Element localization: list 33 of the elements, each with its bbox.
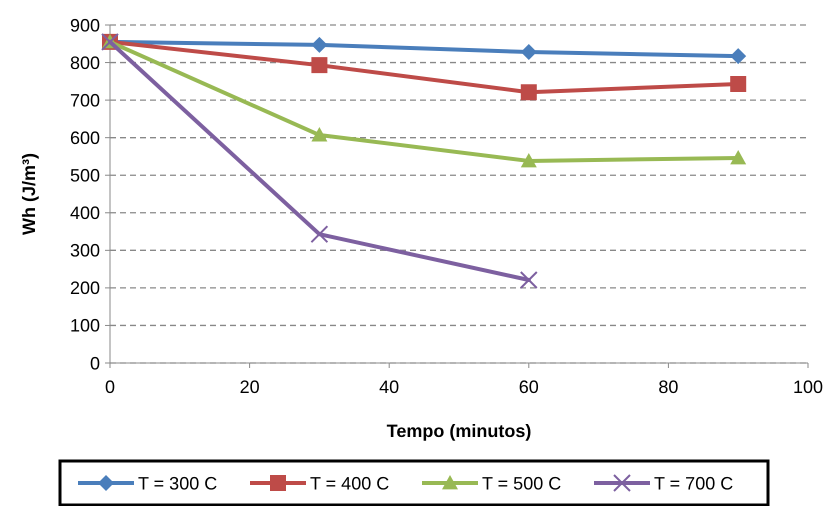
- point: [520, 84, 537, 100]
- y-tick-label: 600: [70, 128, 100, 148]
- y-axis-title: Wh (J/m³): [19, 153, 39, 235]
- legend-label: T = 400 C: [310, 473, 390, 494]
- x-tick-label: 0: [104, 377, 116, 397]
- y-tick-label: 100: [70, 316, 100, 336]
- point: [520, 44, 537, 60]
- point: [520, 271, 538, 289]
- y-tick-label: 400: [70, 203, 100, 224]
- x-tick-label: 40: [379, 377, 400, 397]
- point: [730, 76, 746, 92]
- y-tick-label: 200: [70, 278, 100, 298]
- x-tick-label: 20: [240, 377, 260, 397]
- y-tick-label: 700: [70, 90, 100, 110]
- point: [730, 150, 746, 164]
- point: [311, 127, 328, 142]
- legend-label: T = 700 C: [654, 473, 734, 494]
- y-tick-label: 800: [70, 52, 100, 73]
- point: [310, 225, 328, 244]
- x-tick-label: 60: [518, 377, 539, 397]
- legend-label: T = 500 C: [482, 473, 562, 494]
- point: [520, 152, 537, 168]
- legend-label: T = 300 C: [138, 473, 218, 494]
- x-tick-label: 100: [792, 377, 824, 397]
- y-tick-label: 300: [70, 240, 100, 261]
- y-tick-label: 500: [70, 166, 100, 186]
- y-tick-label: 0: [90, 353, 100, 374]
- y-tick-label: 900: [70, 15, 100, 36]
- point: [730, 48, 746, 64]
- x-tick-label: 80: [658, 377, 678, 397]
- point: [311, 36, 328, 53]
- x-axis-title: Tempo (minutos): [386, 421, 532, 441]
- point: [311, 57, 328, 74]
